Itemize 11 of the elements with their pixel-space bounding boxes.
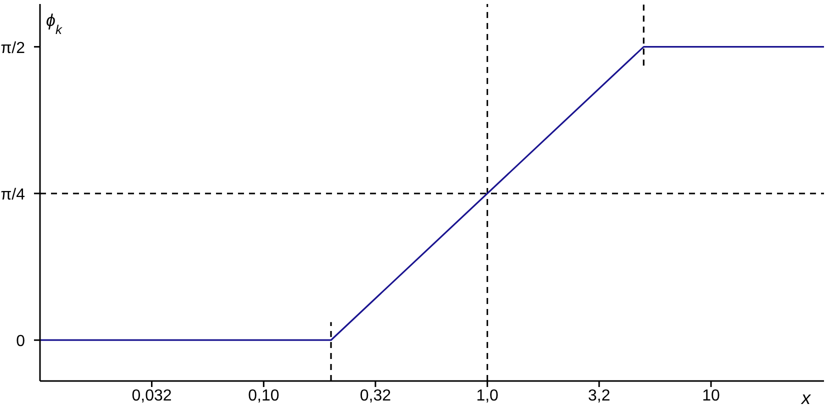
x-tick-label: 10 — [702, 387, 720, 404]
x-tick-label: 3,2 — [588, 387, 610, 404]
annotation: ϕ$_{k}$ — [46, 11, 62, 36]
x-tick-label: 1,0 — [476, 387, 499, 404]
x-tick-label: 0,10 — [248, 387, 280, 404]
y-tick-label: π/4 — [0, 186, 26, 204]
y-tick-label: 0 — [16, 333, 26, 350]
x-axis-title: x — [800, 388, 812, 408]
y-tick-label: π/2 — [0, 40, 26, 57]
x-tick-label: 0,032 — [132, 387, 172, 404]
x-tick-label: 0,32 — [360, 387, 392, 404]
